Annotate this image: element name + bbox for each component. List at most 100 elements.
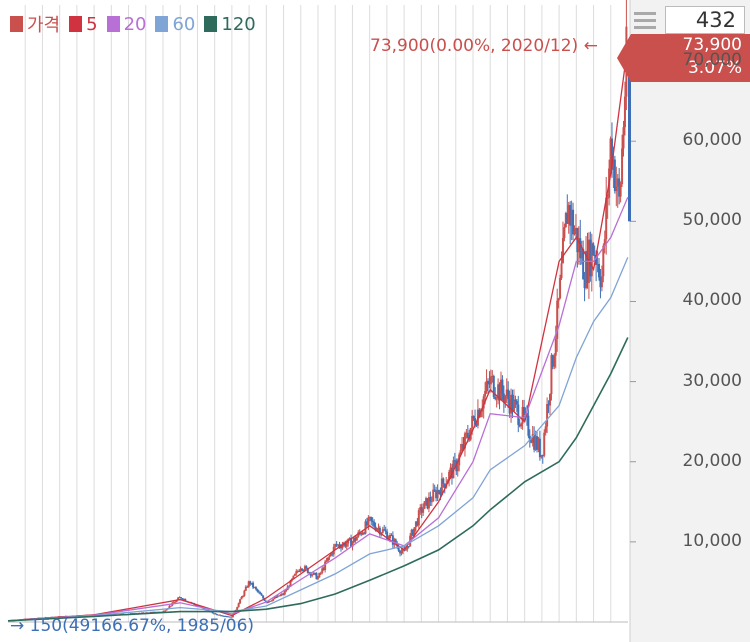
- candle-body: [351, 542, 354, 547]
- candle-body: [537, 438, 540, 450]
- candle-body: [580, 248, 583, 259]
- candle-body: [381, 529, 384, 533]
- candle-body: [377, 527, 380, 529]
- legend-swatch: [10, 16, 23, 32]
- legend-item[interactable]: 60: [155, 14, 195, 35]
- candle-body: [603, 239, 606, 246]
- candle-body: [383, 529, 386, 531]
- candle-body: [618, 178, 621, 197]
- candle-body: [540, 454, 543, 458]
- legend-item[interactable]: 가격: [10, 11, 60, 37]
- candle-body: [267, 601, 270, 603]
- candle-body: [412, 529, 415, 536]
- candle-body: [316, 577, 319, 580]
- candle-body: [289, 580, 292, 587]
- candle-body: [335, 544, 338, 546]
- candle-body: [270, 600, 273, 602]
- candle-body: [432, 489, 435, 502]
- candle-body: [417, 510, 420, 526]
- candle-body: [508, 399, 511, 414]
- candle-body: [491, 375, 494, 377]
- candle-body: [504, 396, 507, 403]
- candle-body: [282, 593, 285, 595]
- candle-body: [481, 408, 484, 412]
- candle-body: [492, 375, 495, 397]
- legend-item[interactable]: 120: [204, 14, 256, 35]
- candle-body: [218, 614, 221, 616]
- legend-item[interactable]: 5: [69, 14, 98, 35]
- candle-body: [548, 394, 551, 406]
- candle-body: [306, 568, 309, 574]
- candle-body: [609, 138, 612, 169]
- candle-body: [399, 550, 402, 554]
- candle-body: [241, 595, 244, 597]
- candle-body: [311, 574, 314, 576]
- candle-body: [449, 467, 452, 472]
- legend-swatch: [69, 16, 83, 32]
- candle-body: [520, 423, 523, 427]
- candle-body: [341, 545, 344, 549]
- candle-body: [277, 595, 280, 597]
- candle-body: [228, 616, 231, 618]
- legend-item[interactable]: 20: [106, 14, 146, 35]
- candle-body: [494, 396, 497, 399]
- candle-body: [419, 507, 422, 511]
- candle-body: [279, 594, 282, 597]
- menu-icon[interactable]: [634, 12, 656, 32]
- candle-body: [172, 602, 175, 604]
- candle-body: [318, 573, 321, 578]
- candle-body: [471, 416, 474, 428]
- candle-body: [543, 432, 546, 456]
- candle-body: [440, 478, 443, 496]
- current-price-badge: 73,900 3.07%: [617, 34, 750, 82]
- candle-body: [231, 614, 234, 618]
- candle-body: [237, 603, 240, 608]
- candle-body: [257, 591, 260, 593]
- candle-body: [217, 614, 220, 616]
- candle-body: [214, 613, 217, 615]
- current-change: 3.07%: [687, 58, 742, 78]
- candle-body: [236, 607, 239, 610]
- candle-body: [174, 601, 177, 603]
- candle-body: [319, 572, 322, 574]
- current-price: 73,900: [682, 35, 742, 55]
- candle-body: [211, 611, 214, 614]
- candle-body: [391, 535, 394, 545]
- candle-body: [472, 416, 475, 419]
- candle-body: [427, 497, 430, 509]
- candle-body: [321, 568, 324, 573]
- candle-body: [269, 600, 272, 602]
- candle-body: [327, 557, 330, 561]
- candle-body: [577, 238, 580, 253]
- candle-count-box[interactable]: 432: [665, 6, 745, 34]
- candle-body: [272, 598, 275, 601]
- candle-body: [414, 521, 417, 528]
- candle-body: [397, 546, 400, 551]
- y-tick-label: 20,000: [682, 450, 742, 471]
- candle-body: [541, 454, 544, 456]
- candle-body: [181, 598, 184, 600]
- candle-body: [357, 532, 360, 537]
- candle-body: [334, 544, 337, 547]
- candle-body: [423, 501, 426, 509]
- candle-body: [563, 227, 566, 239]
- candle-body: [275, 597, 278, 599]
- candle-body: [179, 597, 182, 599]
- candle-body: [390, 535, 393, 537]
- candle-body: [203, 607, 206, 610]
- candle-body: [213, 613, 216, 615]
- candle-body: [352, 537, 355, 543]
- candle-body: [511, 394, 514, 412]
- candle-body: [413, 527, 416, 536]
- candle-body: [370, 516, 373, 521]
- candle-body: [365, 521, 368, 526]
- candle-body: [344, 542, 347, 547]
- candle-body: [442, 478, 445, 484]
- candle-body: [305, 566, 308, 569]
- candle-body: [324, 561, 327, 570]
- candle-body: [554, 338, 557, 356]
- candle-body: [531, 434, 534, 443]
- candle-body: [606, 197, 609, 199]
- candle-body: [308, 572, 311, 574]
